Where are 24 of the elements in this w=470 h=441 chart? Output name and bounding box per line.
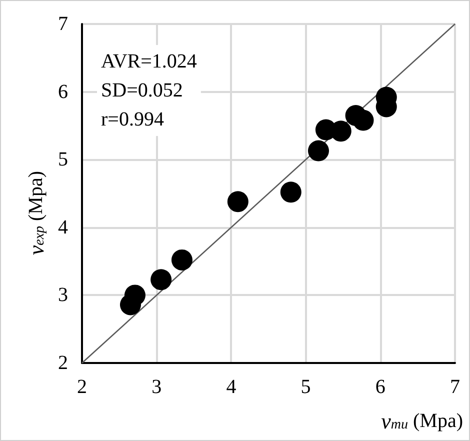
point	[280, 182, 302, 203]
x-axis-title: vmu (Mpa)	[381, 408, 464, 434]
x-tick-label: 6	[375, 376, 386, 398]
point	[227, 191, 248, 212]
annotation: AVR=1.024	[101, 50, 197, 72]
x-tick-label: 3	[152, 376, 162, 398]
point	[150, 269, 172, 290]
point	[352, 110, 374, 131]
point	[124, 284, 146, 306]
y-axis-title: vexp (Mpa)	[24, 170, 48, 256]
annotation: SD=0.052	[101, 80, 183, 102]
y-tick-label: 6	[58, 80, 68, 103]
x-tick-label: 2	[77, 376, 87, 398]
x-tick-label: 4	[226, 376, 236, 398]
y-tick-label: 2	[58, 352, 68, 374]
x-tick-label: 5	[300, 376, 311, 398]
y-tick-label: 4	[58, 216, 68, 238]
point	[308, 140, 329, 162]
annotation: r=0.994	[101, 108, 164, 130]
point	[171, 249, 192, 270]
y-tick-label: 7	[58, 13, 68, 35]
x-tick-label: 7	[450, 376, 460, 398]
y-tick-label: 5	[58, 148, 68, 171]
y-tick-label: 3	[58, 284, 68, 306]
